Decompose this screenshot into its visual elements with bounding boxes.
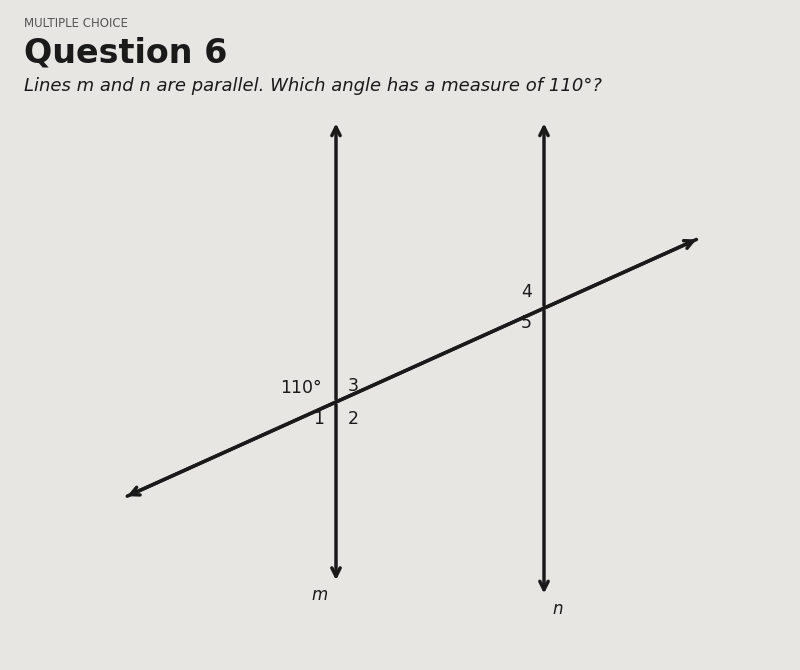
Text: 4: 4 (521, 283, 532, 302)
Text: Question 6: Question 6 (24, 37, 227, 70)
Text: m: m (312, 586, 328, 604)
Text: 2: 2 (348, 410, 359, 428)
Text: 5: 5 (521, 314, 532, 332)
Text: 3: 3 (348, 377, 359, 395)
Text: MULTIPLE CHOICE: MULTIPLE CHOICE (24, 17, 128, 29)
Text: 1: 1 (313, 410, 324, 428)
Text: Lines m and n are parallel. Which angle has a measure of 110°?: Lines m and n are parallel. Which angle … (24, 77, 602, 95)
Text: 110°: 110° (280, 379, 322, 397)
Text: n: n (552, 600, 562, 618)
